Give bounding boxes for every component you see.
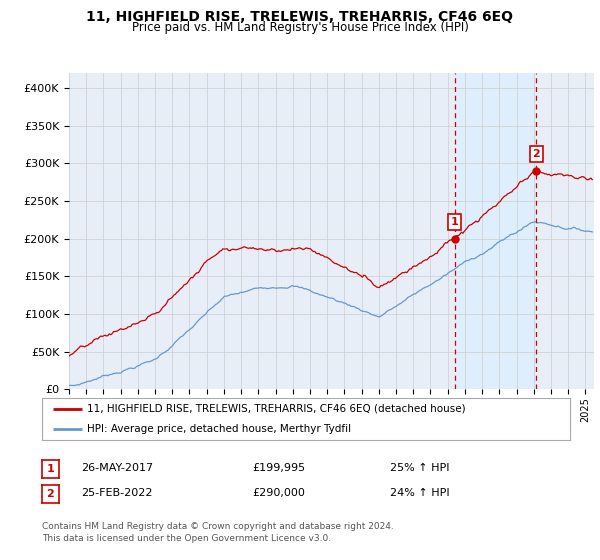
- Text: Price paid vs. HM Land Registry's House Price Index (HPI): Price paid vs. HM Land Registry's House …: [131, 21, 469, 34]
- Text: Contains HM Land Registry data © Crown copyright and database right 2024.
This d: Contains HM Land Registry data © Crown c…: [42, 522, 394, 543]
- Text: 1: 1: [47, 464, 54, 474]
- Text: 25-FEB-2022: 25-FEB-2022: [81, 488, 152, 498]
- Text: 26-MAY-2017: 26-MAY-2017: [81, 463, 153, 473]
- Text: 2: 2: [47, 489, 54, 499]
- Text: £199,995: £199,995: [252, 463, 305, 473]
- Text: 11, HIGHFIELD RISE, TRELEWIS, TREHARRIS, CF46 6EQ: 11, HIGHFIELD RISE, TRELEWIS, TREHARRIS,…: [86, 10, 514, 24]
- Text: 25% ↑ HPI: 25% ↑ HPI: [390, 463, 449, 473]
- Text: £290,000: £290,000: [252, 488, 305, 498]
- Bar: [455, 73, 536, 389]
- Text: 24% ↑ HPI: 24% ↑ HPI: [390, 488, 449, 498]
- Text: 11, HIGHFIELD RISE, TRELEWIS, TREHARRIS, CF46 6EQ (detached house): 11, HIGHFIELD RISE, TRELEWIS, TREHARRIS,…: [87, 404, 466, 413]
- Text: HPI: Average price, detached house, Merthyr Tydfil: HPI: Average price, detached house, Mert…: [87, 424, 351, 433]
- Text: 1: 1: [451, 217, 458, 227]
- Text: 2: 2: [532, 149, 540, 159]
